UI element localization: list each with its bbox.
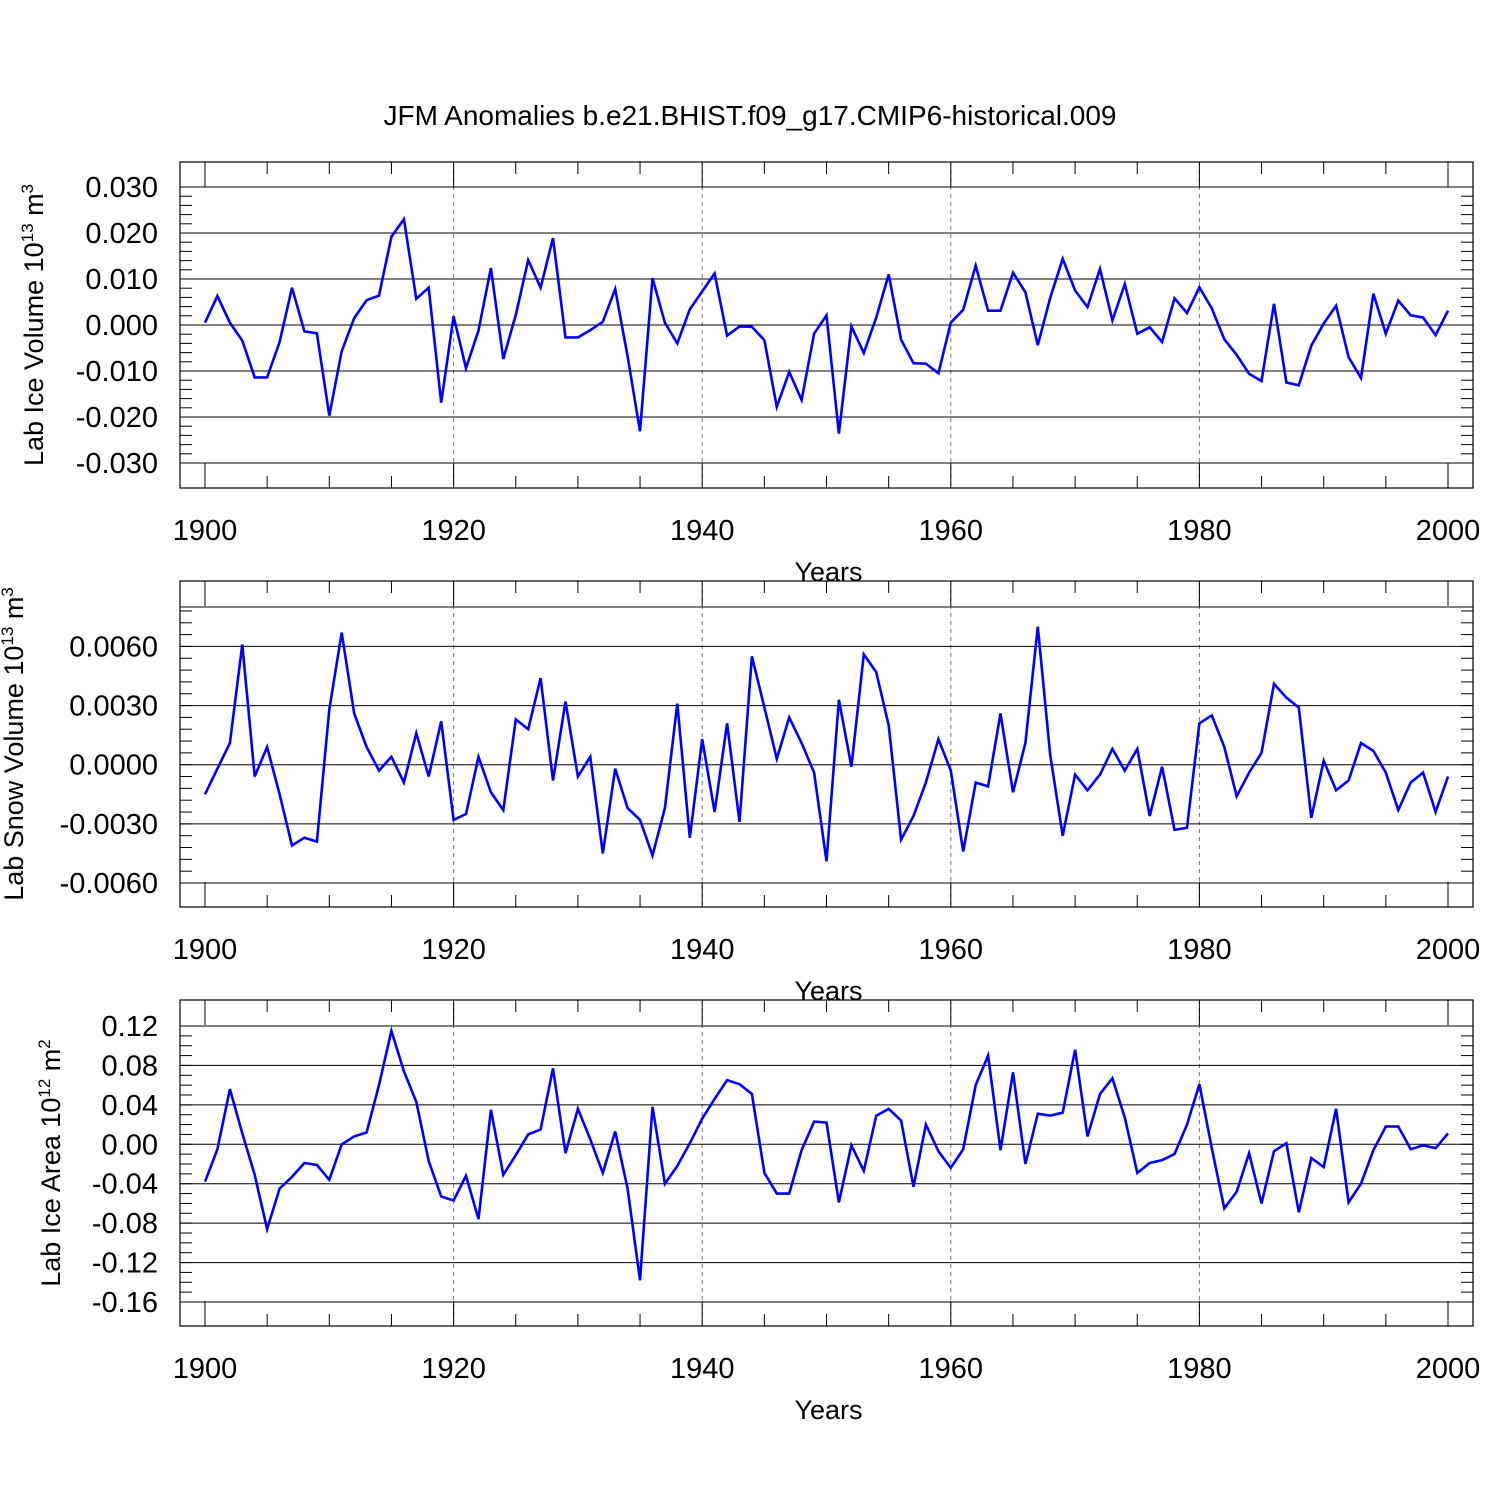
y-tick-label: -0.0030 (60, 809, 158, 841)
y-tick-label: 0.00 (102, 1129, 158, 1161)
x-tick-label: 1920 (421, 515, 486, 547)
x-tick-label: 1960 (919, 1353, 984, 1385)
series-line (203, 1025, 1449, 1281)
y-tick-label: -0.08 (92, 1208, 158, 1240)
x-tick-label: 1920 (421, 1353, 486, 1385)
y-tick-label: 0.0060 (69, 631, 158, 663)
y-axis-title: Lab Snow Volume 1013 m3 (0, 587, 29, 901)
panel-1: -0.030 -0.020 -0.010 0.000 0.010 0.020 0.030 19… (18, 161, 1481, 587)
y-tick-label: -0.04 (92, 1169, 158, 1201)
x-tick-label: 1920 (421, 934, 486, 966)
x-tick-label: 1980 (1167, 515, 1232, 547)
x-axis-title: Years (794, 557, 862, 587)
x-tick-label: 2000 (1416, 1353, 1481, 1385)
y-tick-label: 0.000 (85, 310, 158, 342)
y-tick-label: 0.04 (102, 1090, 158, 1122)
y-tick-label: 0.010 (85, 264, 158, 296)
y-tick-label: -0.0060 (60, 868, 158, 900)
y-tick-label: -0.030 (76, 448, 158, 480)
figure-title: JFM Anomalies b.e21.BHIST.f09_g17.CMIP6-… (383, 100, 1116, 131)
panel-2: -0.0060 -0.0030 0.0000 0.0030 0.0060 1900 1920… (0, 580, 1481, 1006)
x-tick-label: 1960 (919, 934, 984, 966)
series-line (203, 215, 1450, 434)
x-tick-label: 1980 (1167, 934, 1232, 966)
y-tick-label: -0.16 (92, 1287, 158, 1319)
y-axis-title: Lab Ice Volume 1013 m3 (18, 184, 49, 466)
x-tick-label: 1940 (670, 515, 735, 547)
y-tick-label: 0.0000 (69, 750, 158, 782)
y-tick-label: 0.0030 (69, 691, 158, 723)
x-axis-title: Years (794, 976, 862, 1006)
y-tick-label: 0.030 (85, 172, 158, 204)
x-tick-label: 1900 (173, 515, 238, 547)
series-line (203, 626, 1450, 862)
y-tick-label: 0.12 (102, 1011, 158, 1043)
x-tick-label: 1960 (919, 515, 984, 547)
x-tick-label: 1940 (670, 1353, 735, 1385)
y-tick-label: -0.020 (76, 402, 158, 434)
y-tick-label: -0.12 (92, 1248, 158, 1280)
y-axis-title: Lab Ice Area 1012 m2 (35, 1039, 66, 1287)
x-tick-label: 1940 (670, 934, 735, 966)
x-axis-title: Years (794, 1395, 862, 1425)
y-tick-label: 0.08 (102, 1050, 158, 1082)
plot-frame (179, 999, 1474, 1327)
x-tick-label: 1900 (173, 934, 238, 966)
x-tick-label: 1900 (173, 1353, 238, 1385)
y-tick-label: -0.010 (76, 356, 158, 388)
x-tick-label: 1980 (1167, 1353, 1232, 1385)
panel-3: -0.16 -0.12 -0.08 -0.04 0.00 0.04 0.08 0.12 1900… (35, 999, 1481, 1425)
y-tick-label: 0.020 (85, 218, 158, 250)
x-tick-label: 2000 (1416, 934, 1481, 966)
x-tick-label: 2000 (1416, 515, 1481, 547)
